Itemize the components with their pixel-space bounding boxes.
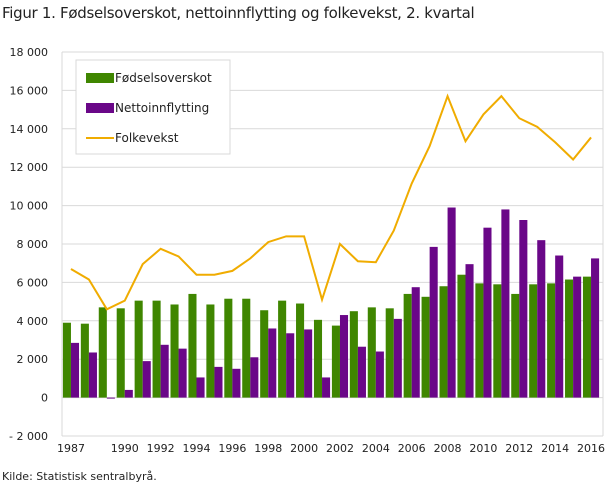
x-tick-label: 2016 — [577, 442, 605, 455]
fodselsoverskot-bar-2016 — [582, 276, 592, 398]
fodselsoverskot-bar-2004 — [367, 307, 376, 398]
nettoinnflytting-bar-2005 — [393, 318, 402, 398]
x-tick-label: 2014 — [541, 442, 569, 455]
fodselsoverskot-bar-1991 — [134, 300, 143, 398]
nettoinnflytting-bar-1995 — [214, 366, 223, 398]
y-tick-label: 14 000 — [10, 123, 49, 136]
fodselsoverskot-bar-1989 — [98, 307, 107, 398]
nettoinnflytting-bar-2003 — [357, 346, 366, 398]
nettoinnflytting-bar-2015 — [573, 276, 582, 398]
nettoinnflytting-bar-1991 — [142, 361, 151, 398]
fodselsoverskot-bar-2010 — [475, 283, 484, 398]
fodselsoverskot-bar-2013 — [529, 284, 538, 398]
fodselsoverskot-bar-2001 — [313, 319, 323, 398]
x-tick-label: 2012 — [505, 442, 533, 455]
nettoinnflytting-bar-1990 — [124, 389, 133, 398]
y-tick-label: 18 000 — [10, 46, 49, 59]
nettoinnflytting-bar-1997 — [250, 357, 259, 398]
nettoinnflytting-bar-2002 — [339, 315, 349, 398]
fodselsoverskot-bar-2006 — [403, 293, 412, 398]
nettoinnflytting-bar-1994 — [196, 377, 205, 398]
x-tick-label: 2002 — [326, 442, 354, 455]
fodselsoverskot-bar-2014 — [547, 283, 556, 398]
fodselsoverskot-bar-1996 — [224, 298, 233, 398]
nettoinnflytting-bar-1996 — [232, 368, 241, 398]
x-tick-label: 2008 — [434, 442, 462, 455]
fodselsoverskot-bar-1994 — [188, 293, 197, 398]
chart-title: Figur 1. Fødselsoverskot, nettoinnflytti… — [2, 4, 475, 22]
x-tick-label: 2000 — [290, 442, 318, 455]
fodselsoverskot-bar-2005 — [385, 308, 394, 398]
fodselsoverskot-bar-2015 — [565, 279, 574, 398]
x-tick-label: 1996 — [218, 442, 246, 455]
y-tick-label: 6 000 — [17, 276, 49, 289]
fodselsoverskot-bar-2007 — [421, 296, 430, 398]
nettoinnflytting-bar-1987 — [70, 342, 80, 398]
nettoinnflytting-bar-1992 — [160, 344, 169, 398]
x-tick-label: 1987 — [57, 442, 85, 455]
fodselsoverskot-bar-1990 — [116, 308, 125, 398]
nettoinnflytting-bar-1988 — [88, 352, 97, 398]
nettoinnflytting-bar-2014 — [555, 255, 564, 398]
y-tick-label: 8 000 — [17, 238, 49, 251]
fodselsoverskot-bar-1993 — [170, 304, 179, 398]
y-tick-label: 0 — [41, 392, 48, 405]
fodselsoverskot-bar-1992 — [152, 300, 161, 398]
nettoinnflytting-bar-2011 — [501, 209, 510, 398]
nettoinnflytting-bar-2009 — [465, 264, 474, 398]
legend-swatch-0 — [86, 73, 114, 83]
nettoinnflytting-bar-2004 — [375, 351, 384, 398]
y-tick-label: 10 000 — [10, 200, 49, 213]
fodselsoverskot-bar-2000 — [296, 303, 305, 398]
x-tick-label: 1990 — [111, 442, 139, 455]
nettoinnflytting-bar-2006 — [411, 287, 420, 398]
x-tick-label: 2010 — [469, 442, 497, 455]
fodselsoverskot-bar-1998 — [260, 310, 269, 398]
nettoinnflytting-bar-1993 — [178, 348, 187, 398]
y-tick-label: 2 000 — [17, 353, 49, 366]
folkevekst-line — [70, 93, 592, 311]
chart-source: Kilde: Statistisk sentralbyrå. — [2, 470, 157, 483]
fodselsoverskot-bar-2011 — [493, 284, 502, 398]
fodselsoverskot-bar-1987 — [62, 322, 71, 398]
nettoinnflytting-bar-2001 — [322, 377, 331, 398]
fodselsoverskot-bar-1988 — [80, 323, 89, 398]
fodselsoverskot-bar-2002 — [331, 325, 340, 398]
nettoinnflytting-bar-2016 — [591, 258, 600, 398]
nettoinnflytting-bar-2012 — [519, 220, 528, 398]
legend: Fødselsoverskot Nettoinnflytting Folkeveks… — [75, 59, 231, 155]
x-tick-label: 2004 — [362, 442, 390, 455]
fodselsoverskot-bar-2003 — [349, 311, 358, 398]
nettoinnflytting-bar-2000 — [304, 329, 313, 398]
legend-label: Fødselsoverskot — [115, 71, 212, 85]
fodselsoverskot-bar-1995 — [206, 304, 215, 398]
nettoinnflytting-bar-2013 — [537, 240, 546, 398]
nettoinnflytting-bar-1989 — [106, 397, 115, 399]
fodselsoverskot-bar-2008 — [439, 286, 448, 398]
nettoinnflytting-bar-2010 — [483, 227, 492, 398]
x-tick-label: 1994 — [183, 442, 211, 455]
x-tick-label: 2006 — [398, 442, 426, 455]
y-tick-label: 12 000 — [10, 161, 49, 174]
nettoinnflytting-bar-2008 — [447, 207, 456, 398]
y-tick-label: - 2 000 — [9, 430, 48, 443]
legend-label: Nettoinnflytting — [115, 101, 209, 115]
fodselsoverskot-bar-1997 — [242, 298, 251, 398]
x-tick-label: 1992 — [147, 442, 175, 455]
y-tick-label: 4 000 — [17, 315, 49, 328]
legend-label: Folkevekst — [115, 131, 179, 145]
fodselsoverskot-bar-2009 — [457, 274, 466, 398]
nettoinnflytting-bar-1998 — [268, 328, 277, 398]
y-tick-label: 16 000 — [10, 84, 49, 97]
x-tick-label: 1998 — [254, 442, 282, 455]
nettoinnflytting-bar-2007 — [429, 246, 438, 398]
fodselsoverskot-bar-2012 — [511, 293, 520, 398]
nettoinnflytting-bar-1999 — [286, 333, 295, 398]
fodselsoverskot-bar-1999 — [278, 300, 287, 398]
legend-swatch-1 — [86, 103, 114, 113]
